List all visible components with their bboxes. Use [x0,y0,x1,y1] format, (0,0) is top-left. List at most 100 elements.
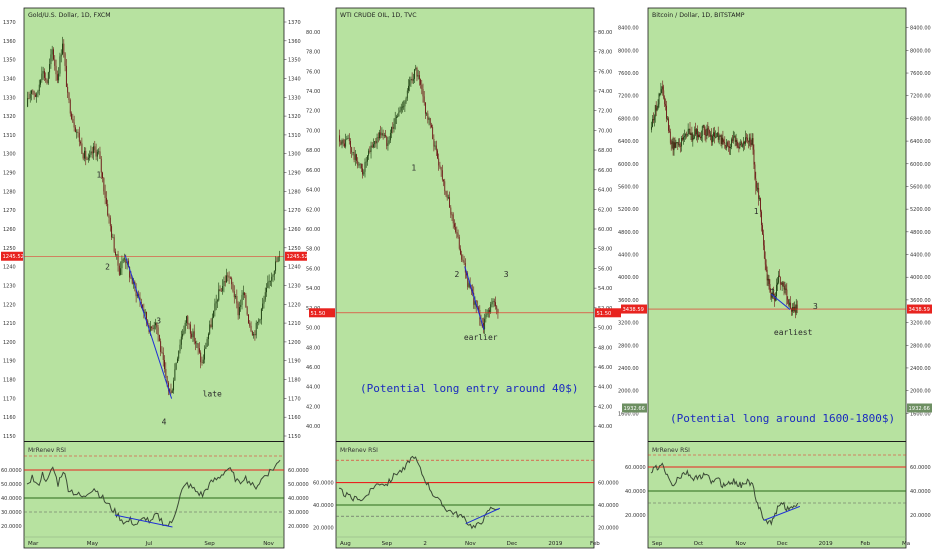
price-tick-label-right: 1350 [288,58,301,64]
candle-body [191,333,193,338]
candle-body [700,135,702,139]
candle-body [238,307,240,316]
candle-body [38,84,40,92]
candle-body [693,135,695,138]
candle-body [271,276,273,281]
price-tick-label-right: 76.00 [598,69,612,75]
candle-body [197,343,199,349]
candle-body [463,260,465,264]
candle-body [389,132,391,141]
x-tick-label: Sep [382,541,393,547]
candle-body [107,203,109,216]
chart-panel-2: WTI CRUDE OIL, 1D, TVC 40.00 40.00 42.00 42.… [306,7,621,549]
candle-body [777,282,778,285]
panel-background [647,7,907,549]
candle-body [364,162,366,172]
price-tick-label-right: 1160 [288,415,301,421]
candle-body [769,284,771,292]
candle-body [796,304,798,310]
candle-body [245,295,247,308]
x-tick-label: Nov [263,541,274,547]
candle-body [672,141,674,151]
candle-body [222,286,224,292]
candle-body [485,314,487,319]
candle-body [434,145,436,147]
x-tick-label: Sep [652,541,663,547]
candle-body [178,350,180,359]
rsi-tick-label-left: 50.0000 [1,482,22,488]
candle-body [34,94,36,97]
candle-body [778,275,779,283]
price-tick-label-right: 68.00 [598,148,612,154]
candle-body [359,163,361,165]
candle-body [173,380,175,391]
candle-body [789,302,791,306]
price-tick-label-left: 1280 [3,189,16,195]
price-tick-label-right: 74.00 [598,89,612,95]
candle-body [67,86,69,93]
candle-body [418,75,420,80]
candle-body [46,80,48,84]
price-tick-label-left: 1330 [3,95,16,101]
candle-body [179,344,181,351]
annotation-label: 1 [411,163,416,172]
candle-body [684,136,685,138]
bottom-value-tag-left [622,403,647,413]
annotation-label: late [203,389,222,398]
candle-body [370,145,372,152]
candle-body [736,140,738,147]
price-tick-label-left: 1210 [3,321,16,327]
candle-body [266,287,267,293]
candle-body [91,151,93,154]
candle-body [51,49,53,55]
candle-body [40,80,42,85]
annotation-label: 3 [504,270,509,279]
candle-body [277,257,279,262]
annotation-label: 4 [162,418,167,427]
candle-body [678,144,680,146]
candle-body [755,178,757,188]
candle-body [87,157,89,160]
price-tick-label-right: 4400.00 [910,253,931,259]
candle-body [368,150,370,156]
price-tick-label-right: 1180 [288,378,301,384]
candle-body [454,223,455,228]
chart-title: Bitcoin / Dollar, 1D, BITSTAMP [652,12,745,19]
candle-body [441,170,443,180]
candle-body [255,322,257,336]
candle-body [756,187,758,190]
candle-body [111,226,113,238]
candle-body [275,261,277,271]
candle-body [706,128,708,136]
rsi-tick-label-left: 40.0000 [1,496,22,502]
candle-body [60,54,62,57]
candle-body [489,309,490,313]
candle-body [670,142,672,145]
candle-body [223,281,225,287]
candle-body [55,65,57,75]
candle-body [54,59,56,66]
candle-body [125,258,127,264]
candle-body [423,96,425,103]
annotation-callout: (Potential long entry around 40$) [360,382,579,395]
annotation-label: 1 [96,171,101,180]
current-price-tag-left [1,251,23,261]
candle-body [779,276,781,285]
candle-body [386,136,388,147]
candle-body [668,118,669,131]
candle-body [739,144,741,148]
candle-body [136,294,138,297]
price-tick-label-right: 48.00 [598,345,612,351]
price-tick-label-right: 6000.00 [910,162,931,168]
candle-body [689,128,691,135]
candle-body [414,69,415,79]
x-tick-label: May [87,541,99,547]
current-price-tag-right [595,308,621,318]
candle-body [748,137,750,142]
x-tick-label: 2019 [548,541,562,547]
candle-body [41,73,43,81]
candle-body [206,339,208,347]
candle-body [249,323,251,326]
price-tick-label-right: 4800.00 [910,230,931,236]
candle-body [707,128,709,130]
